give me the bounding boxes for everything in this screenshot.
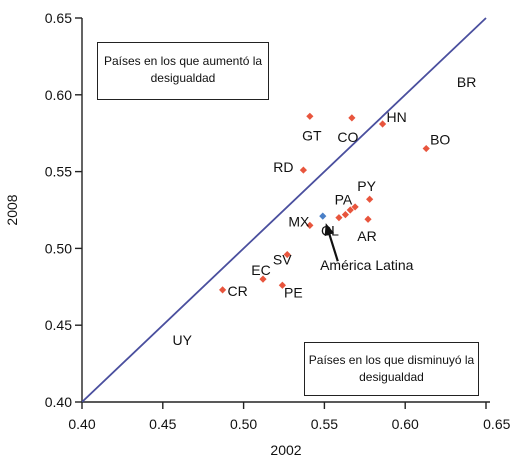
decrease-annotation-line1: Países en los que disminuyó la: [308, 353, 475, 367]
data-point: [364, 215, 372, 223]
data-point: [306, 112, 314, 120]
latin-america-label: América Latina: [320, 257, 414, 273]
point-label: EC: [251, 262, 270, 278]
point-label: RD: [273, 159, 293, 175]
data-point: [218, 286, 227, 294]
x-tick-label: 0.65'e: [483, 416, 510, 432]
point-label: GT: [302, 127, 322, 143]
point-label: UY: [172, 332, 192, 348]
y-tick-label: 0.65: [45, 10, 72, 26]
point-label: HN: [386, 109, 406, 125]
y-axis-title: 2008: [4, 194, 20, 225]
point-label: PE: [284, 284, 303, 300]
x-tick-label: 0.50: [230, 416, 257, 432]
data-point: [299, 166, 307, 174]
y-tick-label: 0.55: [45, 164, 72, 180]
data-point: [259, 275, 267, 283]
increase-annotation-line1: Países en los que aumentó la: [103, 54, 263, 68]
data-point: [346, 206, 354, 214]
data-point: [351, 203, 359, 211]
data-point: [306, 221, 314, 229]
data-point: [283, 250, 291, 259]
decrease-annotation-box: Países en los que disminuyó la desiguald…: [304, 342, 479, 396]
data-point: [278, 281, 286, 289]
data-point: [341, 211, 350, 219]
point-label: BO: [430, 132, 450, 148]
point-label: AR: [357, 228, 376, 244]
increase-annotation-box: Países en los que aumentó la desigualdad: [97, 42, 269, 100]
data-point: [378, 120, 387, 128]
y-tick-label: 0.50: [45, 240, 72, 256]
point-label: SV: [273, 252, 292, 268]
point-label: CR: [227, 283, 247, 299]
y-tick-label: 0.40: [45, 394, 72, 410]
y-tick-label: 0.45: [45, 317, 72, 333]
data-point: [348, 114, 356, 122]
point-label: PY: [357, 178, 376, 194]
x-tick-label: 0.60: [392, 416, 419, 432]
equality-reference-line: [81, 17, 487, 403]
x-tick-label: 0.40: [68, 416, 95, 432]
point-latin-america: [319, 212, 327, 220]
x-tick-label: 0.55: [311, 416, 338, 432]
point-label: BR: [457, 74, 476, 90]
data-point: [422, 144, 430, 153]
latin-america-arrow-head: [324, 223, 335, 237]
increase-annotation-line2: desigualdad: [150, 71, 216, 85]
x-axis-title: 2002: [270, 442, 301, 458]
y-tick-label: 0.60: [45, 87, 72, 103]
point-label: PA: [335, 192, 353, 208]
x-tick-label: 0.45: [149, 416, 176, 432]
decrease-annotation-line2: desigualdad: [359, 370, 424, 384]
point-label: CO: [337, 129, 358, 145]
data-point: [366, 195, 374, 203]
data-point: [335, 214, 343, 222]
point-label: MX: [288, 213, 310, 229]
